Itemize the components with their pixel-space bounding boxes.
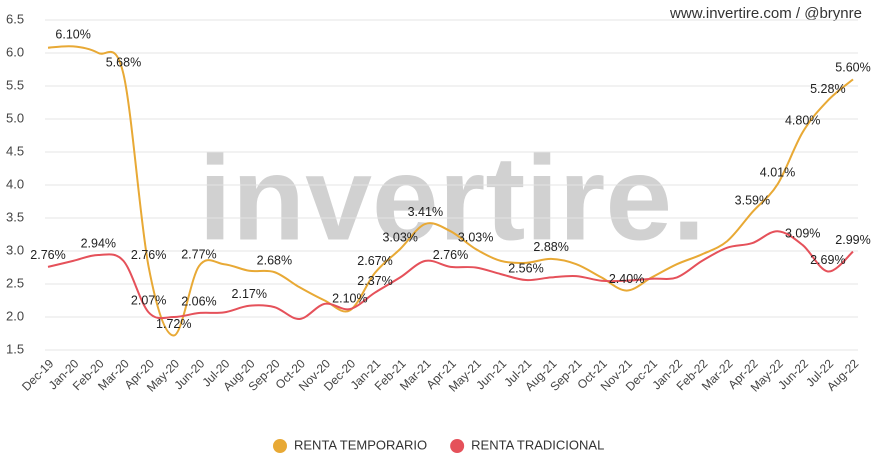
data-label: 2.37% — [357, 274, 392, 288]
legend-label: RENTA TRADICIONAL — [471, 437, 604, 452]
data-label: 2.99% — [835, 233, 870, 247]
data-label: 6.10% — [55, 28, 90, 42]
data-label: 2.76% — [30, 248, 65, 262]
legend-label: RENTA TEMPORARIO — [294, 437, 427, 452]
data-label: 5.68% — [106, 55, 141, 69]
data-label: 2.56% — [508, 261, 543, 275]
data-label: 3.09% — [785, 226, 820, 240]
data-label: 2.67% — [357, 254, 392, 268]
legend-swatch — [450, 439, 465, 453]
data-label: 4.80% — [785, 113, 820, 127]
y-tick-label: 4.5 — [6, 143, 24, 158]
data-label: 5.60% — [835, 61, 870, 75]
data-label: 3.03% — [382, 230, 417, 244]
series-line — [47, 230, 854, 320]
y-tick-label: 5.5 — [6, 77, 24, 92]
data-label: 5.28% — [810, 82, 845, 96]
data-label: 2.40% — [609, 272, 644, 286]
data-label: 2.94% — [81, 236, 116, 250]
y-tick-label: 2.5 — [6, 275, 24, 290]
series-line — [47, 45, 854, 337]
source: www.invertire.com / @brynre — [669, 5, 862, 22]
y-tick-label: 4.0 — [6, 176, 24, 191]
data-label: 2.07% — [131, 294, 166, 308]
y-tick-label: 3.0 — [6, 242, 24, 257]
y-tick-label: 2.0 — [6, 308, 24, 323]
data-label: 3.59% — [735, 193, 770, 207]
data-label: 2.68% — [257, 253, 292, 267]
data-label: 2.10% — [332, 292, 367, 306]
data-label: 2.69% — [810, 253, 845, 267]
y-tick-label: 6.0 — [6, 44, 24, 59]
y-tick-label: 5.0 — [6, 110, 24, 125]
data-label: 3.03% — [458, 230, 493, 244]
y-tick-label: 3.5 — [6, 209, 24, 224]
data-label: 4.01% — [760, 166, 795, 180]
data-label: 2.06% — [181, 294, 216, 308]
y-tick-label: 1.5 — [6, 341, 24, 356]
data-label: 2.76% — [433, 248, 468, 262]
data-label: 1.72% — [156, 317, 191, 331]
data-label: 2.77% — [181, 247, 216, 261]
data-label: 2.76% — [131, 248, 166, 262]
data-label: 3.41% — [408, 205, 443, 219]
y-tick-label: 6.5 — [6, 11, 24, 26]
data-label: 2.88% — [533, 240, 568, 254]
legend-swatch — [273, 439, 287, 453]
data-label: 2.17% — [232, 287, 267, 301]
watermark: invertire. — [199, 132, 706, 266]
